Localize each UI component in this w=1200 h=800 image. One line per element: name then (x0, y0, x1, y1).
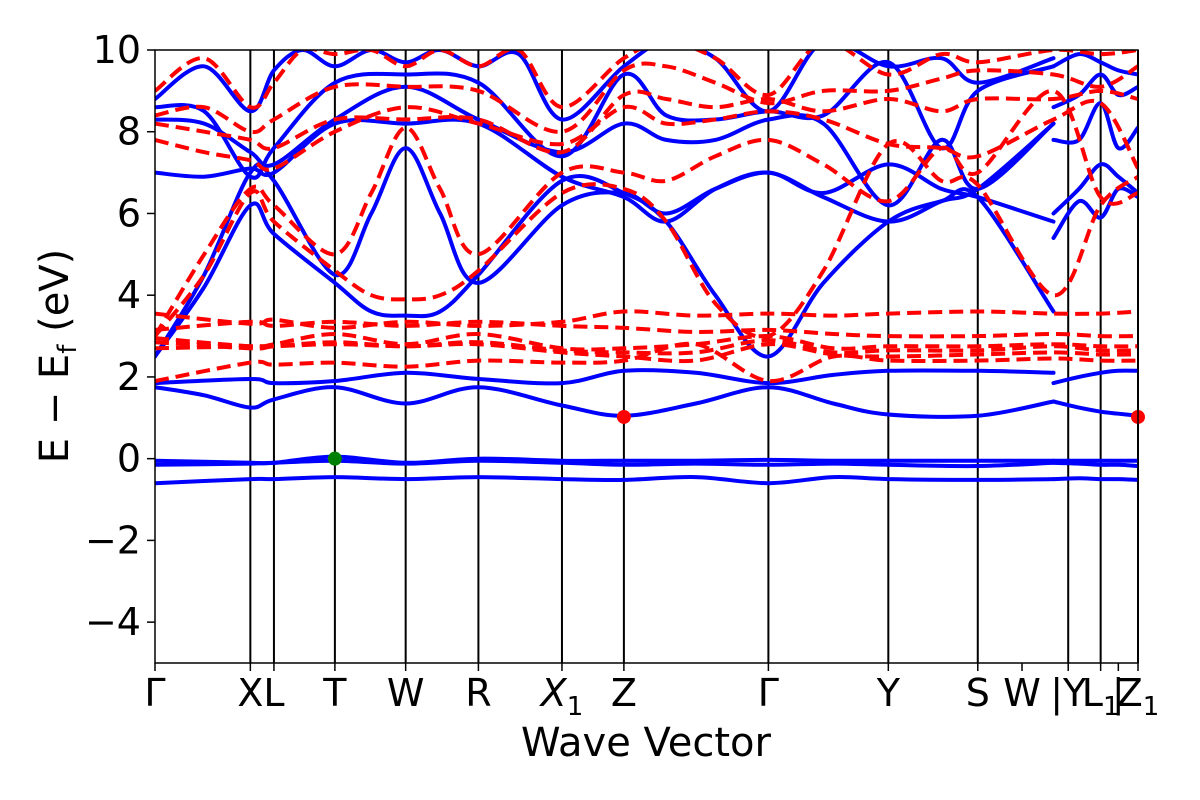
x-tick-label-main-15: Z (1117, 671, 1143, 715)
y-tick-label-4: 4 (117, 273, 141, 317)
x-tick-label-sub-15: 1 (1143, 692, 1160, 722)
band-solid-12 (1051, 460, 1138, 468)
band-solid-6 (155, 146, 1056, 359)
band-solid-0 (155, 474, 1056, 486)
band-dashed-31 (155, 61, 1138, 135)
x-tick-label-3: T (322, 671, 347, 715)
T-marker (327, 451, 342, 466)
x-tick-label-8: Γ (758, 671, 779, 715)
x-tick-label-14: | (1112, 671, 1125, 716)
band-solid-4 (155, 368, 1056, 386)
x-tick-label-2: L (263, 671, 284, 715)
band-dashed-32 (155, 50, 1138, 110)
band-dashed-24 (155, 331, 1138, 352)
x-tick-label-main-5: R (465, 671, 491, 715)
band-solid-7 (155, 117, 1056, 224)
x-tick-label-13: L1 (1082, 671, 1120, 722)
band-solid-19 (1051, 72, 1138, 110)
x-tick-label-7: Z (611, 671, 637, 715)
y-axis-ticks: −4 −2 0 2 4 6 8 10 (85, 28, 155, 644)
x-tick-label-main-2: L (263, 671, 284, 715)
y-axis-label-sub: f (53, 344, 83, 354)
x-tick-label-main-6: X (539, 671, 568, 715)
x-tick-label-main-12: |Y (1050, 671, 1087, 716)
x-tick-label-main-9: Y (876, 671, 901, 715)
x-tick-label-11: W (1003, 671, 1041, 715)
x-tick-label-10: S (966, 671, 990, 715)
y-tick-label-7: 10 (93, 28, 141, 72)
x-axis-ticks: Γ X L T W R X1 Z Γ Y S W |YL1|Z1 (144, 663, 1159, 722)
Z-marker-main (616, 409, 631, 424)
y-tick-label-1: −2 (85, 518, 141, 562)
x-tick-label-main-4: W (387, 671, 425, 715)
x-tick-label-main-7: Z (611, 671, 637, 715)
band-solid-17 (1051, 162, 1138, 216)
y-tick-label-2: 0 (117, 437, 141, 481)
x-tick-label-main-10: S (966, 671, 990, 715)
band-solid-8 (155, 84, 1056, 208)
x-axis-label: Wave Vector (521, 720, 772, 766)
band-dashed-30 (155, 88, 1138, 155)
band-dashed-22 (155, 342, 1138, 364)
band-solid-16 (1051, 186, 1138, 240)
band-dashed-28 (155, 88, 1138, 338)
x-tick-label-4: W (387, 671, 425, 715)
y-axis-label: E − Ef (eV) (32, 249, 83, 464)
x-tick-label-sub-13: 1 (1103, 692, 1120, 722)
band-dashed-26 (155, 309, 1138, 330)
band-solid-20 (1051, 52, 1138, 77)
y-tick-label-3: 2 (117, 355, 141, 399)
x-tick-label-main-1: X (237, 671, 263, 715)
plot-frame (154, 49, 1139, 664)
x-tick-label-main-3: T (322, 671, 347, 715)
band-solid-18 (1051, 101, 1138, 151)
extremum-markers (327, 409, 1145, 466)
x-tick-label-main-0: Γ (144, 671, 165, 715)
x-tick-label-1: X (237, 671, 263, 715)
y-tick-label-5: 6 (117, 191, 141, 235)
x-tick-label-main-13: L (1082, 671, 1103, 715)
y-tick-label-0: −4 (85, 600, 141, 644)
x-tick-label-sub-6: 1 (567, 692, 584, 722)
x-tick-label-main-11: W (1003, 671, 1041, 715)
band-solid-11 (1051, 476, 1138, 482)
y-axis-label-main: E − E (32, 354, 78, 464)
x-tick-label-9: Y (876, 671, 901, 715)
band-dashed-21 (155, 341, 1138, 384)
band-solid-2 (155, 454, 1056, 466)
x-tick-label-0: Γ (144, 671, 165, 715)
x-tick-label-main-8: Γ (758, 671, 779, 715)
band-solid-3 (155, 385, 1056, 419)
band-solid-10 (155, 50, 1056, 122)
band-solid-14 (1051, 399, 1138, 418)
x-tick-label-15: Z1 (1117, 671, 1160, 722)
band-dashed-27 (155, 139, 1138, 340)
x-tick-label-12: |Y (1050, 671, 1087, 716)
band-dashed-23 (155, 338, 1138, 356)
x-tick-label-5: R (465, 671, 491, 715)
band-solid-15 (1051, 368, 1138, 386)
band-lines (155, 50, 1138, 486)
band-dashed-29 (155, 98, 1138, 172)
x-tick-label-main-14: | (1112, 671, 1125, 716)
y-tick-label-6: 8 (117, 110, 141, 154)
x-tick-label-6: X1 (539, 671, 584, 722)
y-axis-label-units: (eV) (32, 249, 78, 345)
